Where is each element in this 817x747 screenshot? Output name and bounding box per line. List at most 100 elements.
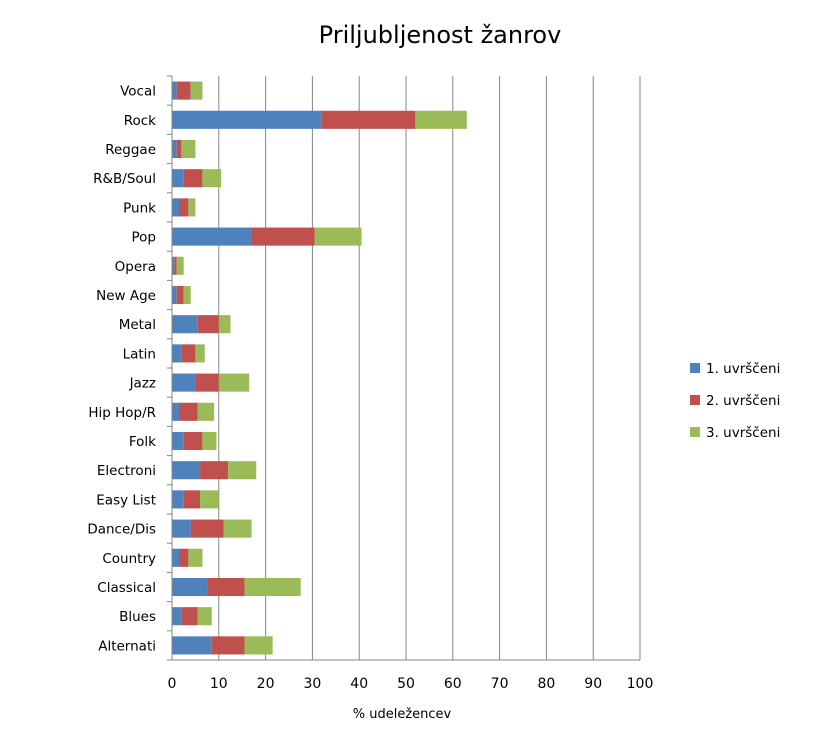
x-tick-label: 60 bbox=[444, 676, 462, 692]
bar-segment bbox=[179, 548, 189, 567]
bar-segment bbox=[172, 315, 198, 334]
category-label: Jazz bbox=[129, 376, 156, 392]
bar-segment bbox=[321, 110, 416, 129]
bar-segment bbox=[179, 402, 198, 421]
category-label: Rock bbox=[124, 113, 156, 129]
category-label: Alternati bbox=[98, 638, 156, 654]
bar-segment bbox=[181, 344, 196, 363]
x-tick-label: 70 bbox=[491, 676, 509, 692]
bar-segment bbox=[172, 548, 180, 567]
category-label: Punk bbox=[123, 200, 156, 216]
legend-label: 3. uvrščeni bbox=[706, 425, 780, 441]
bar-segment bbox=[172, 577, 208, 597]
category-label: New Age bbox=[96, 288, 156, 304]
bar-segment bbox=[188, 548, 203, 567]
bar-segment bbox=[195, 344, 205, 363]
category-label: Opera bbox=[115, 259, 156, 275]
category-label: Vocal bbox=[120, 84, 156, 100]
bar-segment bbox=[202, 431, 217, 451]
bar-segment bbox=[244, 636, 273, 655]
bar-segment bbox=[197, 402, 215, 421]
bar-segment bbox=[176, 256, 184, 275]
bar-segment bbox=[244, 577, 301, 597]
bar-segment bbox=[218, 315, 231, 334]
bar-segment bbox=[172, 256, 175, 275]
category-label: Metal bbox=[119, 317, 156, 333]
bar-segment bbox=[190, 81, 203, 100]
bar-segment bbox=[183, 490, 201, 509]
bar-segment bbox=[172, 198, 180, 217]
bar-segment bbox=[183, 431, 203, 451]
bar-segment bbox=[200, 490, 219, 509]
category-label: Pop bbox=[132, 230, 157, 246]
bar-segment bbox=[172, 431, 184, 451]
bar-segment bbox=[223, 519, 252, 538]
bar-segment bbox=[172, 81, 177, 100]
bar-segment bbox=[172, 110, 322, 129]
x-tick-label: 100 bbox=[627, 676, 654, 692]
x-tick-label: 20 bbox=[257, 676, 275, 692]
bar-segment bbox=[200, 461, 229, 480]
category-label: Hip Hop/R bbox=[88, 405, 156, 421]
bar-segment bbox=[207, 577, 245, 597]
bar-segment bbox=[181, 607, 198, 626]
bar-segment bbox=[176, 81, 191, 100]
bar-segment bbox=[176, 139, 182, 159]
bar-segment bbox=[183, 169, 203, 188]
x-tick-label: 10 bbox=[210, 676, 228, 692]
bar-segment bbox=[183, 285, 191, 305]
bar-segment bbox=[172, 402, 180, 421]
legend: 1. uvrščeni 2. uvrščeni 3. uvrščeni bbox=[690, 361, 780, 441]
x-tick-label: 50 bbox=[397, 676, 415, 692]
bar-segment bbox=[181, 139, 196, 159]
bar-segment bbox=[251, 227, 315, 246]
grid-layer bbox=[218, 76, 641, 660]
bar-segment bbox=[172, 344, 182, 363]
x-tick-label: 90 bbox=[584, 676, 602, 692]
axis-layer bbox=[167, 75, 640, 661]
bar-segment bbox=[202, 169, 222, 188]
bar-segment bbox=[228, 461, 257, 480]
bar-segment bbox=[172, 607, 182, 626]
bars-layer bbox=[172, 81, 467, 655]
bar-segment bbox=[211, 636, 245, 655]
category-label: Country bbox=[102, 551, 156, 567]
legend-swatch bbox=[690, 363, 700, 373]
category-labels: Alternati Blues Classical Country Dance/Dis E… bbox=[87, 84, 156, 655]
legend-swatch bbox=[690, 395, 700, 405]
x-axis-title: % udeležencev bbox=[353, 707, 452, 722]
bar-segment bbox=[179, 198, 189, 217]
x-tick-label: 80 bbox=[537, 676, 555, 692]
bar-segment bbox=[176, 285, 184, 305]
bar-segment bbox=[174, 256, 177, 275]
bar-segment bbox=[172, 169, 184, 188]
tick-labels: 0 10 20 30 40 50 60 70 80 90 100 bbox=[168, 676, 654, 692]
bar-segment bbox=[172, 373, 196, 392]
x-tick-label: 30 bbox=[303, 676, 321, 692]
bar-segment bbox=[172, 461, 201, 480]
bar-segment bbox=[172, 139, 177, 159]
bar-segment bbox=[197, 315, 219, 334]
bar-segment bbox=[197, 607, 212, 626]
bar-segment bbox=[172, 636, 212, 655]
category-label: R&B/Soul bbox=[93, 171, 156, 187]
bar-segment bbox=[172, 519, 191, 538]
category-label: Folk bbox=[129, 434, 156, 450]
legend-label: 2. uvrščeni bbox=[706, 393, 780, 409]
bar-segment bbox=[172, 490, 184, 509]
bar-segment bbox=[188, 198, 196, 217]
category-label: Classical bbox=[97, 580, 156, 596]
bar-segment bbox=[195, 373, 219, 392]
category-label: Reggae bbox=[105, 142, 156, 158]
legend-swatch bbox=[690, 427, 700, 437]
x-tick-label: 40 bbox=[350, 676, 368, 692]
bar-segment bbox=[415, 110, 467, 129]
category-label: Blues bbox=[119, 609, 156, 625]
category-label: Electroni bbox=[97, 463, 156, 479]
category-label: Easy List bbox=[96, 492, 156, 508]
legend-label: 1. uvrščeni bbox=[706, 361, 780, 377]
bar-segment bbox=[190, 519, 224, 538]
chart-title: Priljubljenost žanrov bbox=[319, 21, 562, 49]
